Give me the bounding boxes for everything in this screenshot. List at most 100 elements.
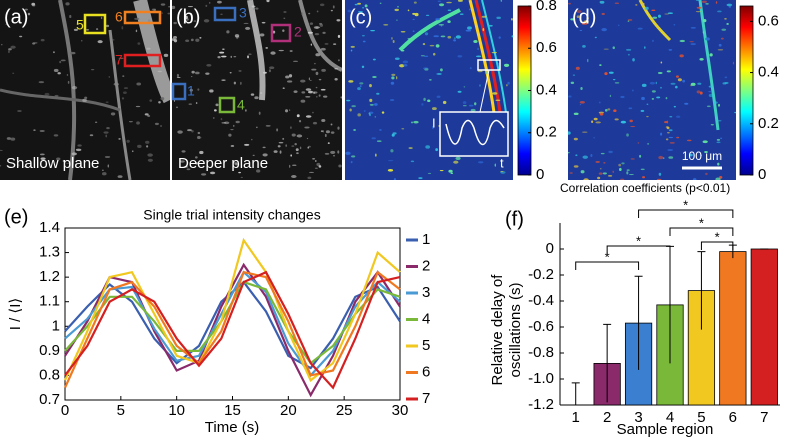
legend-label: 6	[422, 363, 430, 380]
x-axis-label: Time (s)	[205, 419, 259, 436]
chart-title: Single trial intensity changes	[143, 207, 320, 223]
y-tick-label: 1.4	[39, 219, 60, 236]
series-line	[64, 270, 401, 390]
y-tick-label: -0.4	[528, 292, 554, 309]
y-tick-label: 0.9	[39, 342, 60, 359]
panel-label: (b)	[176, 6, 200, 28]
y-tick-label: 1.3	[39, 244, 60, 261]
x-tick-label: 4	[666, 409, 674, 426]
legend-label: 5	[422, 337, 430, 354]
legend-label: 1	[422, 231, 430, 248]
region-label: 6	[115, 9, 123, 25]
error-bar	[603, 323, 612, 403]
image-panel-d	[568, 0, 736, 180]
region-box	[270, 23, 292, 43]
region-label: 7	[115, 52, 123, 68]
y-tick-label: -1.2	[528, 396, 554, 413]
inset-connector	[479, 69, 490, 113]
significance-bracket	[700, 241, 734, 250]
x-tick-label: 20	[280, 402, 297, 419]
series-line	[63, 237, 401, 383]
panel-label: (c)	[349, 6, 372, 28]
y-tick-label: 1.2	[39, 268, 60, 285]
x-tick-label: 0	[61, 402, 69, 419]
series-line	[63, 270, 401, 389]
scale-bar-label: 100 μm	[682, 149, 722, 163]
panel-label: (a)	[4, 6, 28, 28]
panel-label: (f)	[505, 208, 524, 230]
significance-star: *	[699, 215, 704, 230]
significance-star: *	[715, 229, 720, 244]
inset-trace	[445, 119, 505, 146]
panel-label: (e)	[4, 206, 28, 228]
error-bar	[697, 251, 706, 330]
x-tick-label: 7	[760, 409, 768, 426]
colorbar-tick-label: 0.6	[758, 12, 779, 29]
x-tick-label: 5	[117, 402, 125, 419]
colorbar-tick-label: 0.4	[758, 64, 779, 81]
region-box	[83, 13, 107, 35]
region-box	[171, 82, 187, 101]
region-label: 5	[76, 17, 84, 33]
x-tick-label: 3	[634, 409, 642, 426]
error-bar	[634, 275, 643, 370]
x-tick-label: 5	[697, 409, 705, 426]
panel-caption: Shallow plane	[6, 155, 99, 172]
inset-x-label: t	[500, 155, 504, 170]
x-tick-label: 10	[168, 402, 185, 419]
colorbar-tick-label: 0.4	[536, 81, 557, 98]
colorbar-tick-label: 0.2	[536, 124, 557, 141]
error-bar	[571, 382, 580, 405]
x-tick-label: 2	[603, 409, 611, 426]
x-tick-label: 1	[572, 409, 580, 426]
legend-label: 2	[422, 257, 430, 274]
colorbar-title: Correlation coefficients (p<0.01)	[560, 181, 730, 195]
significance-star: *	[636, 233, 641, 248]
y-tick-label: 1.1	[39, 293, 60, 310]
significance-bracket	[606, 245, 671, 254]
x-tick-label: 15	[224, 402, 241, 419]
inset-box	[439, 111, 509, 157]
legend-label: 3	[422, 284, 430, 301]
legend-label: 7	[422, 390, 430, 407]
y-tick-label: -0.2	[528, 266, 554, 283]
y-tick-label: -0.8	[528, 344, 554, 361]
y-axis-label: I / ⟨I⟩	[7, 298, 24, 331]
y-tick-label: 0.8	[39, 366, 60, 383]
legend-label: 4	[422, 310, 430, 327]
inset-y-label: I	[432, 115, 436, 130]
x-tick-label: 25	[336, 402, 353, 419]
x-axis-label: Sample region	[617, 421, 714, 438]
y-axis-label: oscillations (s)	[507, 282, 524, 377]
region-box	[123, 53, 162, 68]
image-panel-b	[172, 0, 342, 180]
colorbar	[739, 5, 754, 176]
region-label: 3	[239, 5, 247, 21]
colorbar-tick-label: 0.8	[536, 0, 557, 14]
region-label: 4	[237, 97, 245, 113]
region-label: 1	[187, 83, 195, 99]
colorbar-tick-label: 0.2	[758, 115, 779, 132]
y-tick-label: -0.6	[528, 318, 554, 335]
y-tick-label: 0	[546, 240, 554, 257]
x-tick-label: 30	[392, 402, 409, 419]
y-axis-label: Relative delay of	[489, 274, 506, 386]
panel-caption: Deeper plane	[178, 155, 268, 172]
significance-star: *	[683, 197, 688, 212]
region-label: 2	[294, 24, 302, 40]
colorbar-tick-label: 0	[758, 166, 766, 183]
region-box	[123, 10, 162, 25]
x-tick-label: 6	[729, 409, 737, 426]
colorbar-tick-label: 0	[536, 166, 544, 183]
panel-label: (d)	[572, 6, 596, 28]
significance-bracket	[669, 227, 734, 236]
colorbar-tick-label: 0.6	[536, 39, 557, 56]
significance-star: *	[605, 249, 610, 264]
significance-bracket	[638, 209, 734, 218]
significance-bracket	[575, 261, 640, 270]
bar	[719, 251, 747, 406]
y-tick-label: 0.7	[39, 391, 60, 408]
bar	[750, 248, 778, 406]
y-tick-label: 1	[52, 317, 60, 334]
